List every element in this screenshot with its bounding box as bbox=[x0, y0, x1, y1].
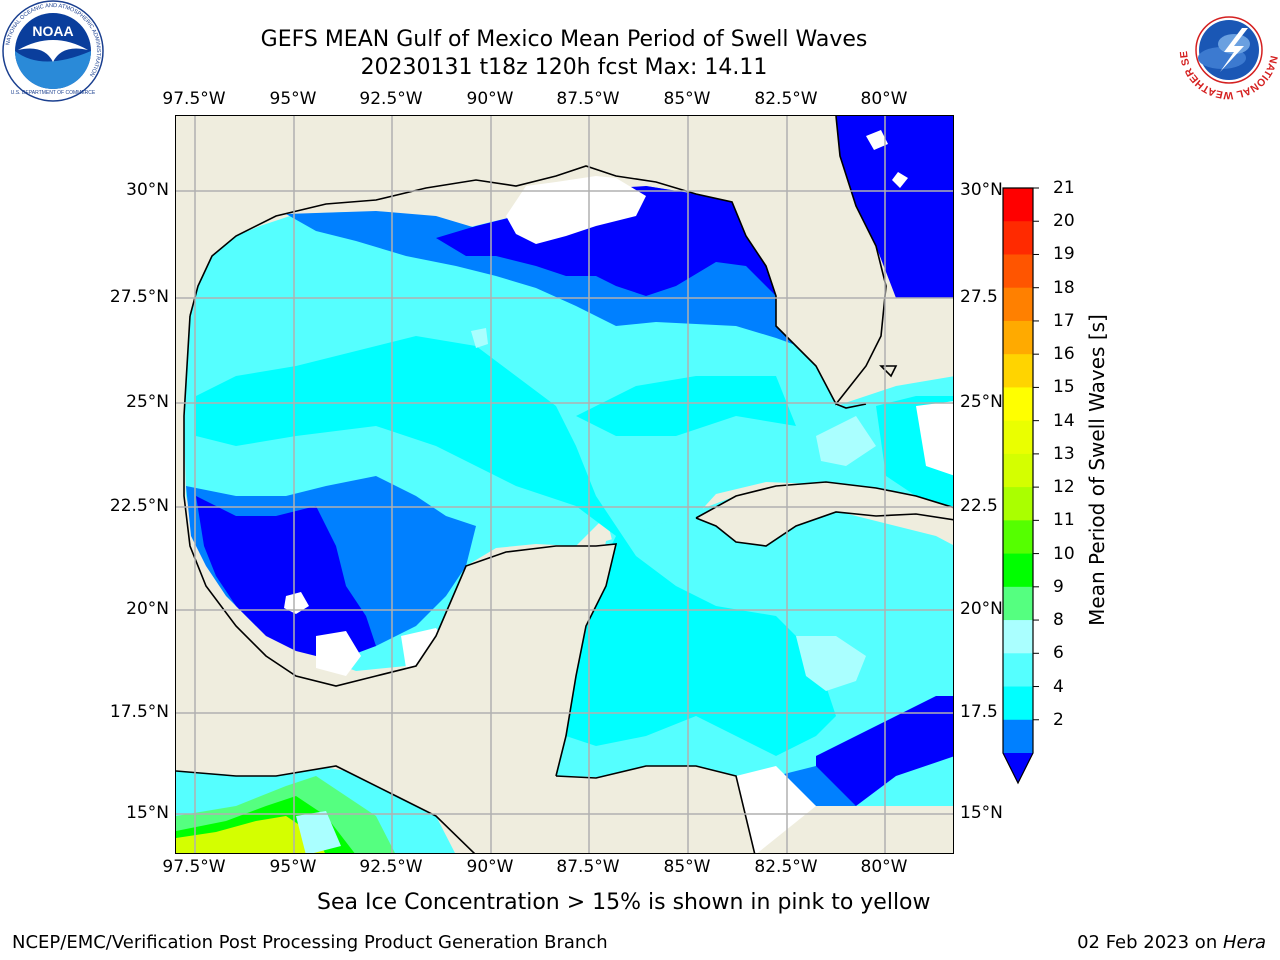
colorbar-tick-label: 2 bbox=[1053, 709, 1064, 730]
footer-date-text: 02 Feb 2023 on bbox=[1077, 932, 1223, 953]
land-mexico bbox=[176, 316, 616, 816]
chart-subtitle: 20230131 t18z 120h fcst Max: 14.11 bbox=[360, 55, 768, 80]
colorbar-segment bbox=[1003, 553, 1033, 588]
nws-logo: NATIONAL WEATHER SERVICE bbox=[1174, 0, 1280, 104]
lat-label-right: 30°N bbox=[960, 180, 1003, 200]
footer-host: Hera bbox=[1222, 932, 1266, 953]
colorbar-tick-label: 12 bbox=[1053, 477, 1075, 498]
colorbar-segment bbox=[1003, 719, 1033, 754]
lon-label-top: 97.5°W bbox=[162, 89, 226, 109]
footer-date: 02 Feb 2023 on Hera bbox=[1077, 932, 1266, 953]
lat-label-right: 20°N bbox=[960, 599, 1003, 619]
colorbar-tick-label: 10 bbox=[1053, 543, 1075, 564]
lon-label-bottom: 95°W bbox=[269, 857, 317, 877]
colorbar bbox=[1002, 187, 1039, 785]
lat-label-right: 25°N bbox=[960, 392, 1003, 412]
colorbar-segment bbox=[1003, 188, 1033, 222]
colorbar-extend-arrow bbox=[1003, 753, 1033, 783]
lon-label-bottom: 97.5°W bbox=[162, 857, 226, 877]
colorbar-segment bbox=[1003, 420, 1033, 455]
lon-label-top: 85°W bbox=[663, 89, 711, 109]
colorbar-tick-label: 9 bbox=[1053, 576, 1064, 597]
colorbar-segment bbox=[1003, 686, 1033, 721]
lon-label-top: 80°W bbox=[860, 89, 908, 109]
colorbar-segment bbox=[1003, 254, 1033, 289]
lon-label-bottom: 85°W bbox=[663, 857, 711, 877]
colorbar-tick-label: 15 bbox=[1053, 377, 1075, 398]
lat-label-left: 22.5°N bbox=[109, 496, 169, 516]
lon-label-bottom: 87.5°W bbox=[556, 857, 620, 877]
colorbar-segment bbox=[1003, 453, 1033, 488]
lat-label-left: 17.5°N bbox=[109, 702, 169, 722]
lon-label-top: 92.5°W bbox=[359, 89, 423, 109]
colorbar-segment bbox=[1003, 487, 1033, 521]
colorbar-segment bbox=[1003, 520, 1033, 555]
lat-label-right: 27.5 bbox=[960, 287, 998, 307]
lon-label-bottom: 82.5°W bbox=[754, 857, 818, 877]
colorbar-tick-label: 19 bbox=[1053, 244, 1075, 265]
colorbar-tick-label: 21 bbox=[1053, 178, 1075, 198]
colorbar-segment bbox=[1003, 586, 1033, 621]
lon-label-bottom: 92.5°W bbox=[359, 857, 423, 877]
colorbar-tick-label: 4 bbox=[1053, 676, 1064, 697]
colorbar-tick-label: 13 bbox=[1053, 443, 1075, 464]
colorbar-segment bbox=[1003, 354, 1033, 388]
noaa-logo-bottom-text: U.S. DEPARTMENT OF COMMERCE bbox=[11, 90, 96, 96]
graticule bbox=[176, 116, 953, 853]
colorbar-segment bbox=[1003, 287, 1033, 322]
lon-label-bottom: 90°W bbox=[466, 857, 514, 877]
colorbar-tick-label: 18 bbox=[1053, 277, 1075, 298]
lon-label-top: 90°W bbox=[466, 89, 514, 109]
colorbar-tick-label: 20 bbox=[1053, 211, 1075, 232]
colorbar-tick-label: 6 bbox=[1053, 643, 1064, 664]
colorbar-segment bbox=[1003, 620, 1033, 654]
lat-label-left: 20°N bbox=[126, 599, 169, 619]
lat-label-right: 17.5 bbox=[960, 702, 998, 722]
land-us-gulf-coast bbox=[176, 116, 886, 404]
colorbar-tick-label: 14 bbox=[1053, 410, 1075, 431]
sea-ice-note: Sea Ice Concentration > 15% is shown in … bbox=[317, 890, 931, 915]
lon-label-bottom: 80°W bbox=[860, 857, 908, 877]
swell-period-map bbox=[176, 116, 953, 853]
colorbar-tick-label: 8 bbox=[1053, 610, 1064, 631]
lat-label-left: 30°N bbox=[126, 180, 169, 200]
lat-label-left: 27.5°N bbox=[109, 287, 169, 307]
lon-label-top: 95°W bbox=[269, 89, 317, 109]
noaa-logo: NOAA NATIONAL OCEANIC AND ATMOSPHERIC AD… bbox=[2, 0, 104, 106]
colorbar-label: Mean Period of Swell Waves [s] bbox=[1085, 314, 1109, 626]
colorbar-segment bbox=[1003, 653, 1033, 688]
noaa-logo-text: NOAA bbox=[32, 23, 73, 39]
colorbar-segment bbox=[1003, 221, 1033, 255]
colorbar-tick-label: 11 bbox=[1053, 510, 1075, 531]
map-panel bbox=[175, 115, 954, 854]
lat-label-left: 25°N bbox=[126, 392, 169, 412]
chart-title: GEFS MEAN Gulf of Mexico Mean Period of … bbox=[260, 27, 868, 52]
colorbar-tick-label: 17 bbox=[1053, 310, 1075, 331]
lat-label-left: 15°N bbox=[126, 803, 169, 823]
land-cuba bbox=[696, 482, 953, 546]
colorbar-tick-label: 16 bbox=[1053, 344, 1075, 365]
lon-label-top: 87.5°W bbox=[556, 89, 620, 109]
lat-label-right: 15°N bbox=[960, 803, 1003, 823]
lat-label-right: 22.5 bbox=[960, 496, 998, 516]
lon-label-top: 82.5°W bbox=[754, 89, 818, 109]
colorbar-segment bbox=[1003, 320, 1033, 355]
footer-credit: NCEP/EMC/Verification Post Processing Pr… bbox=[12, 932, 608, 953]
colorbar-segment bbox=[1003, 387, 1033, 422]
